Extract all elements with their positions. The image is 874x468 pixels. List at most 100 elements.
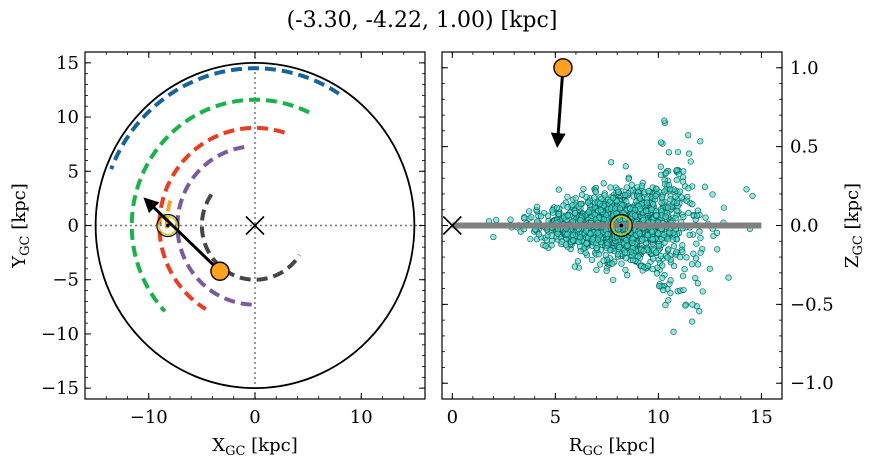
rz-scatter-point	[580, 185, 587, 193]
rz-scatter-point	[624, 272, 631, 279]
rz-scatter-point	[577, 217, 584, 224]
rz-scatter-point	[665, 149, 672, 156]
rz-scatter-point	[618, 260, 625, 267]
rz-scatter-point	[572, 195, 579, 202]
xy-sun-marker-dot	[166, 223, 170, 228]
rz-scatter-point	[626, 205, 634, 212]
rz-scatter-point	[689, 201, 696, 208]
rz-scatter-point	[628, 181, 635, 188]
rz-scatter-point	[507, 216, 514, 223]
rz-scatter-point	[714, 246, 721, 253]
rz-scatter-point	[693, 212, 701, 219]
rz-scatter-point	[585, 199, 592, 206]
rz-scatter-point	[640, 247, 647, 254]
rz-scatter-point	[639, 182, 646, 189]
rz-scatter-point	[697, 138, 704, 145]
rz-scatter-point	[577, 200, 584, 208]
rz-scatter-point	[652, 192, 659, 200]
rz-scatter-point	[616, 244, 623, 251]
rz-scatter-point	[671, 262, 678, 270]
rz-source-marker	[553, 58, 573, 78]
rz-scatter-points	[485, 117, 756, 335]
rz-scatter-point	[749, 192, 756, 200]
xy-source-marker	[210, 261, 230, 281]
rz-scatter-point	[549, 207, 556, 214]
rz-scatter-point	[631, 212, 639, 219]
rz-scatter-point	[604, 231, 611, 238]
rz-scatter-point	[692, 255, 700, 262]
rz-scatter-point	[694, 261, 702, 268]
rz-scatter-point	[649, 255, 657, 262]
xy-y-tick-label: 15	[56, 53, 79, 74]
rz-scatter-point	[596, 261, 604, 268]
rz-scatter-point	[564, 193, 571, 200]
rz-scatter-point	[521, 215, 528, 222]
rz-scatter-point	[621, 249, 629, 256]
rz-scatter-point	[672, 215, 679, 222]
rz-scatter-point	[720, 204, 727, 211]
rz-scatter-point	[655, 230, 662, 237]
rz-scatter-point	[706, 265, 713, 272]
spiral-arm-2	[157, 125, 286, 311]
rz-y-tick-label: −1.0	[790, 373, 834, 394]
rz-scatter-point	[600, 257, 607, 264]
rz-scatter-point	[582, 249, 589, 256]
rz-scatter-point	[680, 286, 687, 294]
xy-y-tick-label: 10	[56, 107, 79, 128]
rz-scatter-point	[574, 258, 582, 265]
rz-scatter-point	[571, 263, 578, 270]
rz-scatter-point	[665, 297, 672, 304]
rz-scatter-point	[713, 229, 721, 237]
rz-scatter-point	[635, 252, 642, 260]
xy-y-tick-label: 5	[68, 161, 79, 182]
rz-scatter-point	[653, 212, 660, 219]
rz-scatter-point	[685, 209, 692, 217]
rz-scatter-point	[645, 188, 652, 195]
rz-scatter-point	[564, 230, 571, 238]
rz-scatter-point	[659, 194, 666, 201]
rz-y-tick-label: 0.5	[790, 137, 819, 158]
rz-scatter-point	[596, 200, 604, 207]
rz-scatter-point	[679, 248, 686, 255]
rz-scatter-point	[575, 238, 582, 246]
rz-scatter-point	[534, 203, 541, 210]
rz-scatter-point	[623, 184, 630, 191]
rz-scatter-point	[690, 250, 697, 257]
rz-y-tick-label: 0.0	[790, 216, 819, 237]
rz-scatter-point	[662, 302, 669, 309]
rz-scatter-point	[528, 214, 535, 221]
rz-scatter-point	[660, 287, 667, 294]
rz-scatter-point	[697, 249, 704, 256]
rz-scatter-point	[669, 236, 676, 243]
rz-scatter-point	[667, 277, 674, 284]
rz-scatter-point	[662, 213, 669, 220]
rz-scatter-point	[656, 282, 663, 290]
rz-scatter-point	[685, 150, 693, 157]
spiral-arm-4	[109, 66, 340, 170]
rz-scatter-point	[681, 266, 688, 273]
rz-x-tick-label: 15	[750, 407, 773, 428]
xy-y-tick-label: −15	[41, 378, 79, 399]
rz-scatter-point	[622, 191, 629, 199]
rz-scatter-point	[525, 208, 533, 215]
spiral-arm-3	[129, 97, 310, 313]
rz-scatter-point	[659, 262, 666, 269]
rz-scatter-point	[649, 236, 656, 243]
rz-scatter-point	[657, 163, 664, 170]
xy-panel: −10 0 10 −15 −10 −5 0 5 10 15 XGC [kpc] YGC [kpc]	[9, 51, 426, 459]
xy-velocity-arrow	[143, 197, 221, 273]
xy-x-axis-label: XGC [kpc]	[212, 435, 297, 459]
rz-scatter-point	[702, 214, 709, 221]
rz-scatter-point	[600, 180, 607, 187]
rz-scatter-point	[571, 210, 579, 217]
rz-scatter-point	[608, 159, 615, 166]
xy-y-tick-label: 0	[68, 216, 79, 237]
rz-scatter-point	[527, 236, 534, 243]
rz-scatter-point	[578, 191, 586, 198]
rz-scatter-point	[644, 262, 652, 269]
rz-scatter-point	[592, 188, 599, 196]
rz-scatter-point	[636, 195, 644, 202]
rz-scatter-point	[667, 186, 674, 193]
